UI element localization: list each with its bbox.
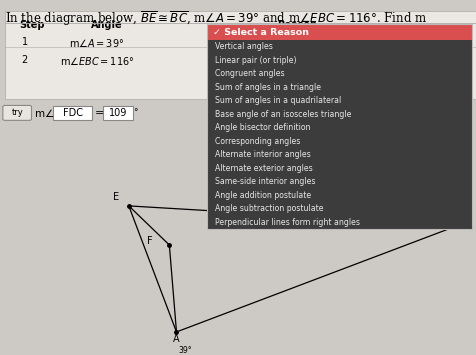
Text: Given: Given <box>276 37 304 47</box>
Text: m$\angle$: m$\angle$ <box>34 107 54 119</box>
FancyBboxPatch shape <box>102 106 133 120</box>
Text: E: E <box>113 192 119 202</box>
Text: Corresponding angles: Corresponding angles <box>214 137 299 146</box>
FancyBboxPatch shape <box>207 54 471 67</box>
Text: Perpendicular lines form right angles: Perpendicular lines form right angles <box>214 218 359 227</box>
Text: Sum of angles in a triangle: Sum of angles in a triangle <box>214 83 320 92</box>
Text: Same-side interior angles: Same-side interior angles <box>214 177 315 186</box>
Text: 109: 109 <box>109 108 127 118</box>
Text: m$\angle A = 39°$: m$\angle A = 39°$ <box>69 37 124 49</box>
FancyBboxPatch shape <box>207 135 471 148</box>
Text: Reason: Reason <box>276 20 316 29</box>
FancyBboxPatch shape <box>207 67 471 81</box>
FancyBboxPatch shape <box>207 94 471 108</box>
Text: In the diagram below, $\overline{BE} \cong \overline{BC}$, m$\angle A = 39°$ and: In the diagram below, $\overline{BE} \co… <box>5 9 426 28</box>
Text: =: = <box>94 108 104 118</box>
Text: 39°: 39° <box>178 346 192 355</box>
FancyBboxPatch shape <box>3 105 31 120</box>
FancyBboxPatch shape <box>207 175 471 189</box>
Text: FDC: FDC <box>62 108 82 118</box>
FancyBboxPatch shape <box>207 108 471 121</box>
Text: Step: Step <box>19 20 44 29</box>
Text: Angle subtraction postulate: Angle subtraction postulate <box>214 204 322 213</box>
FancyBboxPatch shape <box>207 121 471 135</box>
FancyBboxPatch shape <box>207 215 471 229</box>
FancyBboxPatch shape <box>207 162 471 175</box>
Text: 2: 2 <box>21 55 28 65</box>
Text: °: ° <box>133 108 138 118</box>
Text: Given: Given <box>276 55 304 65</box>
FancyBboxPatch shape <box>207 24 471 40</box>
Text: F: F <box>147 236 152 246</box>
Text: try: try <box>11 108 23 118</box>
Text: Angle bisector definition: Angle bisector definition <box>214 123 309 132</box>
FancyBboxPatch shape <box>207 40 471 54</box>
FancyBboxPatch shape <box>53 106 92 120</box>
Text: Alternate interior angles: Alternate interior angles <box>214 150 310 159</box>
FancyBboxPatch shape <box>207 202 471 215</box>
FancyBboxPatch shape <box>207 189 471 202</box>
Text: 1: 1 <box>21 37 28 47</box>
Text: Base angle of an isosceles triangle: Base angle of an isosceles triangle <box>214 110 350 119</box>
Text: Angle addition postulate: Angle addition postulate <box>214 191 310 200</box>
Text: Linear pair (or triple): Linear pair (or triple) <box>214 56 296 65</box>
Text: Congruent angles: Congruent angles <box>214 69 284 78</box>
FancyBboxPatch shape <box>207 148 471 162</box>
Text: Sum of angles in a quadrilateral: Sum of angles in a quadrilateral <box>214 96 340 105</box>
Text: A: A <box>173 334 179 344</box>
Text: C: C <box>459 219 466 229</box>
Text: ✓ Select a Reason: ✓ Select a Reason <box>213 28 308 37</box>
FancyBboxPatch shape <box>207 81 471 94</box>
Text: Alternate exterior angles: Alternate exterior angles <box>214 164 312 173</box>
FancyBboxPatch shape <box>5 11 476 99</box>
Text: m$\angle EBC = 116°$: m$\angle EBC = 116°$ <box>60 55 134 67</box>
Text: Angle: Angle <box>90 20 122 29</box>
Text: Vertical angles: Vertical angles <box>214 42 272 51</box>
